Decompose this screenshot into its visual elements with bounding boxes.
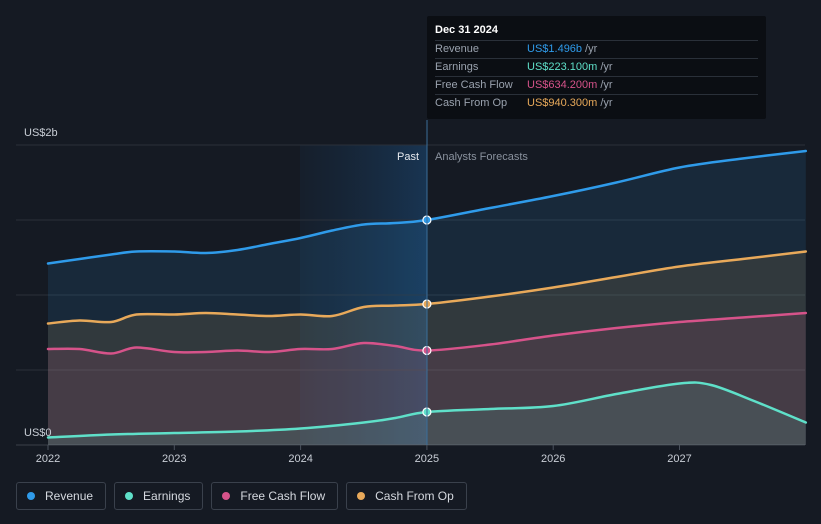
tooltip-label: Earnings <box>435 61 479 73</box>
tooltip-unit: /yr <box>585 43 598 55</box>
legend: Revenue Earnings Free Cash Flow Cash Fro… <box>16 482 467 510</box>
line-cash-from-op <box>46 250 808 325</box>
past-label: Past <box>397 151 419 163</box>
tooltip-value: US$223.100m <box>527 61 598 73</box>
tooltip-row-cash-from-op: Cash From Op US$940.300m /yr <box>435 94 758 112</box>
x-tick-label: 2027 <box>667 453 691 465</box>
x-tick-label: 2025 <box>415 453 439 465</box>
legend-dot-icon <box>125 492 134 500</box>
series-areas <box>48 151 806 445</box>
legend-label: Free Cash Flow <box>240 489 326 503</box>
x-axis-ticks: 2022 2023 2024 2025 2026 2027 <box>36 445 692 465</box>
tooltip-value: US$940.300m <box>527 97 598 109</box>
legend-dot-icon <box>27 492 35 500</box>
x-tick-label: 2024 <box>288 453 312 465</box>
line-revenue <box>46 149 808 265</box>
tooltip-unit: /yr <box>600 79 613 91</box>
tooltip-unit: /yr <box>600 61 613 73</box>
legend-item-revenue[interactable]: Revenue <box>16 482 107 510</box>
tooltip-row-earnings: Earnings US$223.100m /yr <box>435 58 758 76</box>
tooltip-unit: /yr <box>600 97 613 109</box>
legend-item-earnings[interactable]: Earnings <box>114 482 204 510</box>
legend-item-free-cash-flow[interactable]: Free Cash Flow <box>211 482 339 510</box>
tooltip-row-free-cash-flow: Free Cash Flow US$634.200m /yr <box>435 76 758 94</box>
forecast-label: Analysts Forecasts <box>435 151 528 163</box>
y-top-label: US$2b <box>24 127 58 139</box>
legend-label: Earnings <box>143 489 191 503</box>
y-bottom-label: US$0 <box>24 427 52 439</box>
legend-label: Revenue <box>45 489 94 503</box>
x-tick-label: 2026 <box>541 453 565 465</box>
tooltip-label: Revenue <box>435 43 480 55</box>
legend-dot-icon <box>357 492 366 500</box>
tooltip-label: Free Cash Flow <box>435 79 513 91</box>
tooltip-value: US$1.496b <box>527 43 583 55</box>
tooltip-value: US$634.200m <box>527 79 598 91</box>
tooltip-row-revenue: Revenue US$1.496b /yr <box>435 40 758 58</box>
tooltip-date: Dec 31 2024 <box>435 24 498 36</box>
x-tick-label: 2022 <box>36 453 60 465</box>
legend-item-cash-from-op[interactable]: Cash From Op <box>346 482 467 510</box>
legend-dot-icon <box>222 492 231 500</box>
tooltip-label: Cash From Op <box>435 97 508 109</box>
tooltip: Dec 31 2024 Revenue US$1.496b /yr Earnin… <box>427 16 766 119</box>
legend-label: Cash From Op <box>375 489 454 503</box>
line-free-cash-flow <box>46 311 808 355</box>
x-tick-label: 2023 <box>162 453 186 465</box>
grid-lines <box>16 144 805 446</box>
